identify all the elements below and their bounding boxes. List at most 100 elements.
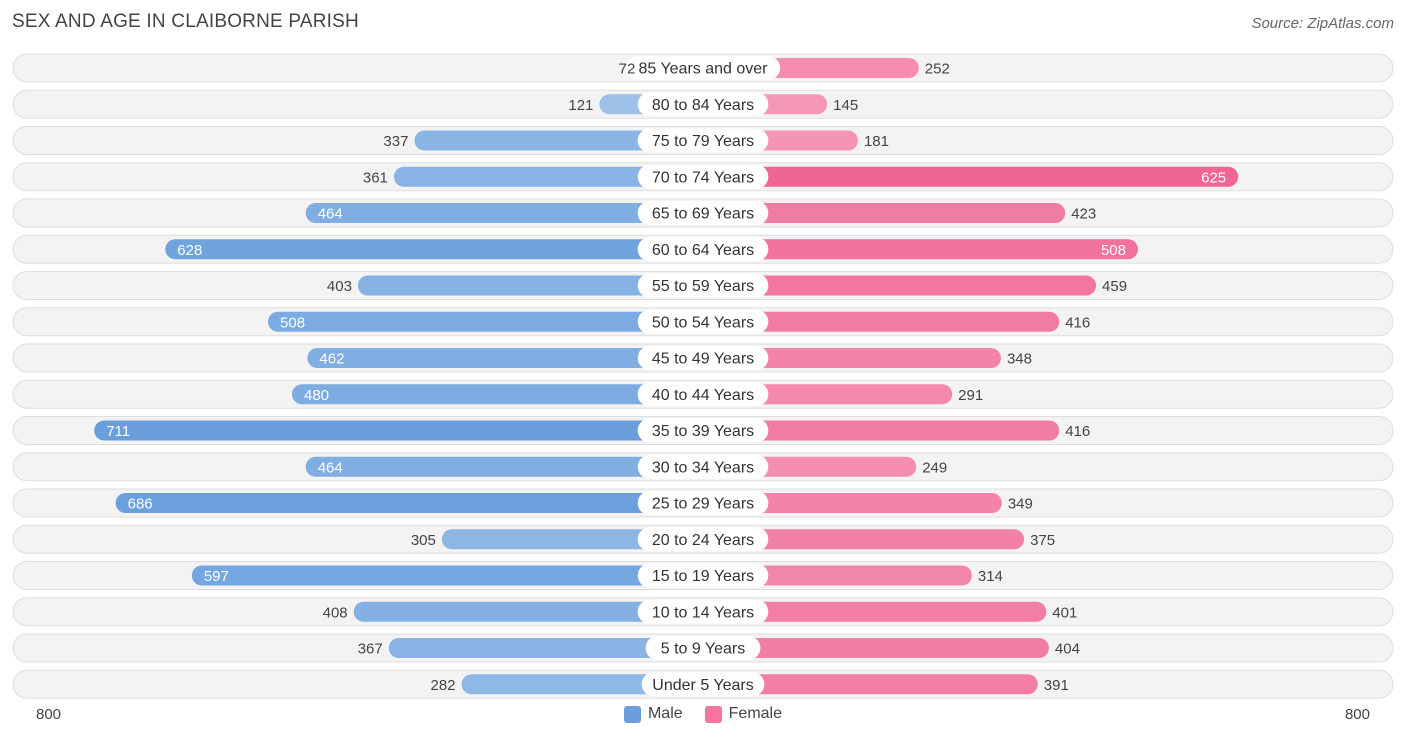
category-pill (637, 418, 769, 443)
value-label-male: 597 (204, 568, 229, 585)
category-label: 30 to 34 Years (652, 459, 754, 476)
value-label-female: 145 (833, 97, 858, 114)
category-label: 85 Years and over (639, 61, 769, 78)
value-label-female: 508 (1101, 242, 1126, 259)
category-pill (637, 128, 769, 153)
bar-female (693, 166, 1239, 187)
chart-title: SEX AND AGE IN CLAIBORNE PARISH (12, 11, 359, 32)
bar-male (388, 638, 713, 658)
category-pill (637, 382, 769, 407)
category-pill (637, 164, 769, 189)
value-label-female: 416 (1065, 423, 1090, 440)
category-pill (637, 527, 769, 552)
category-label: 35 to 39 Years (652, 423, 754, 440)
bar-female (693, 203, 1066, 223)
bar-female (693, 493, 1002, 513)
category-label: 70 to 74 Years (652, 169, 754, 186)
value-label-male: 462 (319, 351, 344, 368)
value-label-female: 625 (1201, 169, 1226, 186)
category-label: 55 to 59 Years (652, 278, 754, 295)
bar-male (414, 130, 713, 151)
legend-swatch-male (623, 705, 641, 723)
bar-male (115, 493, 714, 513)
bar-male (305, 203, 713, 223)
bar-female (693, 638, 1049, 658)
axis-right-label: 800 (1344, 706, 1370, 723)
legend-item-male[interactable]: Male (623, 705, 683, 723)
category-pill (637, 599, 769, 624)
value-label-male: 337 (383, 133, 408, 150)
category-label: 10 to 14 Years (652, 604, 754, 621)
value-label-male: 361 (363, 169, 388, 186)
value-label-male: 403 (327, 278, 352, 295)
value-label-female: 423 (1071, 206, 1096, 223)
value-label-male: 282 (431, 677, 456, 694)
legend-label-female: Female (728, 705, 783, 722)
category-label: Under 5 Years (652, 677, 753, 694)
category-label: 60 to 64 Years (652, 242, 754, 259)
value-label-female: 349 (1008, 496, 1033, 513)
bar-female (693, 311, 1060, 332)
value-label-female: 181 (864, 133, 889, 150)
category-pill (637, 309, 769, 334)
value-label-female: 416 (1065, 314, 1090, 331)
category-pill (637, 273, 769, 298)
category-label: 75 to 79 Years (652, 133, 754, 150)
value-label-male: 367 (358, 641, 383, 658)
value-label-male: 72 (619, 61, 636, 78)
value-label-female: 459 (1102, 278, 1127, 295)
category-pill (637, 563, 769, 588)
bar-female (693, 601, 1047, 622)
category-pill (641, 672, 765, 697)
value-label-female: 391 (1044, 677, 1069, 694)
value-label-female: 401 (1052, 604, 1077, 621)
category-pill (637, 201, 769, 225)
category-label: 65 to 69 Years (652, 206, 754, 223)
value-label-male: 711 (106, 423, 130, 440)
category-pill (637, 491, 769, 515)
axis-left-label: 800 (36, 706, 62, 723)
category-label: 50 to 54 Years (652, 314, 754, 331)
value-label-female: 291 (958, 387, 983, 404)
category-label: 80 to 84 Years (652, 97, 754, 114)
bar-male (305, 456, 713, 477)
value-label-male: 508 (280, 314, 305, 331)
legend-swatch-female (704, 705, 722, 723)
value-label-female: 348 (1007, 351, 1032, 368)
legend-label-male: Male (647, 705, 683, 722)
legend-item-female[interactable]: Female (704, 705, 783, 723)
bar-female (693, 348, 1001, 368)
value-label-male: 480 (304, 387, 329, 404)
value-label-female: 404 (1055, 641, 1080, 658)
value-label-female: 252 (925, 61, 950, 78)
value-label-male: 408 (323, 604, 348, 621)
category-label: 15 to 19 Years (652, 568, 754, 585)
category-pill (645, 636, 761, 660)
bar-male (191, 565, 714, 586)
value-label-male: 464 (318, 206, 343, 223)
bar-female (693, 275, 1097, 296)
source-label: Source: ZipAtlas.com (1251, 15, 1394, 32)
bar-male (357, 275, 713, 296)
category-label: 45 to 49 Years (652, 351, 754, 368)
category-pill (637, 454, 769, 479)
category-pill (637, 92, 769, 117)
category-label: 40 to 44 Years (652, 387, 754, 404)
bar-male (307, 348, 713, 368)
legend: Male Female (0, 705, 1406, 723)
value-label-female: 314 (978, 568, 1003, 585)
bar-male (268, 311, 713, 332)
bar-female (693, 420, 1060, 441)
bar-male (353, 601, 713, 622)
bar-male (94, 420, 714, 441)
value-label-male: 305 (411, 532, 436, 549)
category-label: 20 to 24 Years (652, 532, 754, 549)
bar-female (693, 529, 1025, 550)
category-pill (625, 56, 781, 80)
value-label-female: 375 (1030, 532, 1055, 549)
bar-male (393, 166, 713, 187)
category-pill (637, 346, 769, 370)
value-label-male: 628 (177, 242, 202, 259)
value-label-male: 464 (318, 459, 343, 476)
